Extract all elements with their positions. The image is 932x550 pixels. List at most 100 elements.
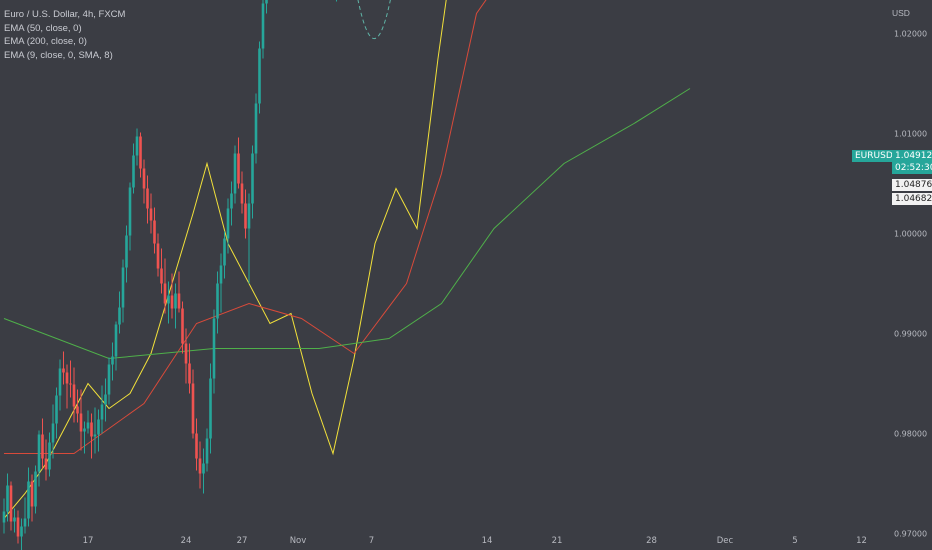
ema200-legend[interactable]: EMA (200, close, 0): [4, 36, 87, 47]
candle-body: [223, 238, 226, 266]
candle-body: [72, 384, 76, 407]
candle-body: [226, 208, 230, 239]
candle-body: [118, 307, 121, 325]
candle-body: [251, 153, 254, 204]
candle-body: [149, 208, 153, 221]
candle-body: [100, 404, 104, 420]
candle-body: [69, 383, 72, 385]
candle-body: [62, 368, 65, 373]
candle-body: [90, 422, 93, 437]
candle-body: [258, 48, 261, 104]
ema50-legend[interactable]: EMA (50, close, 0): [4, 22, 82, 34]
symbol-title[interactable]: Euro / U.S. Dollar, 4h, FXCM: [4, 9, 126, 20]
candle-body: [230, 193, 233, 209]
candle-body: [202, 463, 205, 474]
candle-body: [188, 363, 191, 384]
currency-label: USD: [892, 8, 910, 18]
candle-body: [30, 481, 34, 507]
last-price-tag: 1.04912: [892, 150, 932, 162]
candle-body: [37, 434, 41, 472]
candle-body: [121, 267, 125, 308]
y-tick-label: 0.98000: [894, 430, 927, 439]
candle-body: [23, 518, 27, 527]
y-tick-label: 0.99000: [894, 330, 927, 339]
candle-body: [104, 394, 107, 405]
candle-body: [153, 220, 156, 244]
countdown-tag: 02:52:30: [892, 162, 932, 174]
indicator-legend: Euro / U.S. Dollar, 4h, FXCM EMA (50, cl…: [4, 8, 125, 62]
x-tick-label: 28: [646, 536, 657, 546]
candle-body: [177, 293, 181, 309]
candle-body: [139, 136, 142, 169]
candle-body: [265, 0, 268, 4]
candle-body: [55, 395, 58, 424]
x-tick-label: 27: [237, 536, 248, 546]
y-tick-label: 1.01000: [894, 130, 927, 139]
candle-body: [114, 324, 118, 357]
x-tick-label: 21: [552, 536, 563, 546]
ema50-line: [4, 0, 487, 454]
candle-body: [13, 517, 16, 522]
candle-body: [160, 268, 163, 284]
candle-body: [254, 103, 258, 154]
y-tick-label: 0.97000: [894, 530, 927, 539]
candle-body: [237, 153, 240, 184]
candle-body: [48, 442, 51, 470]
candle-body: [205, 438, 209, 464]
candle-body: [20, 526, 23, 537]
candle-body: [181, 308, 184, 344]
candle-body: [111, 356, 114, 365]
x-tick-label: 5: [792, 536, 797, 546]
candle-body: [9, 485, 13, 522]
ema9-legend[interactable]: EMA (9, close, 0, SMA, 8): [4, 49, 113, 61]
ema9-value-tag: 1.04876: [892, 179, 932, 191]
candle-body: [44, 458, 48, 470]
candle-body: [27, 481, 30, 519]
candle-body: [174, 293, 177, 309]
candle-body: [58, 368, 62, 396]
candle-body: [83, 428, 86, 432]
candle-body: [76, 406, 79, 414]
x-tick-label: 7: [369, 536, 374, 546]
x-tick-label: 14: [482, 536, 493, 546]
candle-body: [219, 265, 223, 284]
y-tick-label: 1.02000: [894, 30, 927, 39]
candle-body: [146, 188, 149, 209]
candle-body: [65, 372, 69, 384]
projection-arc-1: [357, 0, 391, 39]
x-tick-label: 12: [856, 536, 867, 546]
candle-body: [86, 422, 90, 429]
candle-body: [41, 434, 44, 459]
candle-body: [132, 155, 135, 188]
candle-body: [247, 203, 251, 229]
x-tick-label: Nov: [290, 536, 307, 546]
x-tick-label: Dec: [717, 536, 734, 546]
x-tick-label: 24: [181, 536, 192, 546]
candle-body: [198, 458, 202, 474]
candle-body: [195, 433, 198, 459]
candle-body: [16, 517, 20, 537]
candle-body: [261, 3, 265, 49]
candle-body: [170, 295, 174, 309]
symbol-price-tag: EURUSD: [852, 150, 896, 162]
x-tick-label: 17: [83, 536, 94, 546]
candle-body: [93, 434, 97, 437]
candle-body: [216, 283, 219, 319]
ema200-line: [3, 88, 691, 360]
candle-body: [107, 364, 111, 395]
candle-body: [163, 283, 167, 304]
candle-body: [2, 511, 6, 523]
candle-body: [184, 343, 188, 364]
candle-body: [6, 485, 9, 512]
candle-body: [97, 419, 100, 435]
candle-body: [142, 168, 146, 189]
candle-body: [156, 243, 160, 269]
candle-body: [51, 423, 55, 443]
y-tick-label: 1.00000: [894, 230, 927, 239]
candle-body: [209, 378, 212, 439]
candle-body: [34, 471, 37, 507]
candle-body: [191, 383, 195, 434]
candle-body: [128, 187, 132, 236]
